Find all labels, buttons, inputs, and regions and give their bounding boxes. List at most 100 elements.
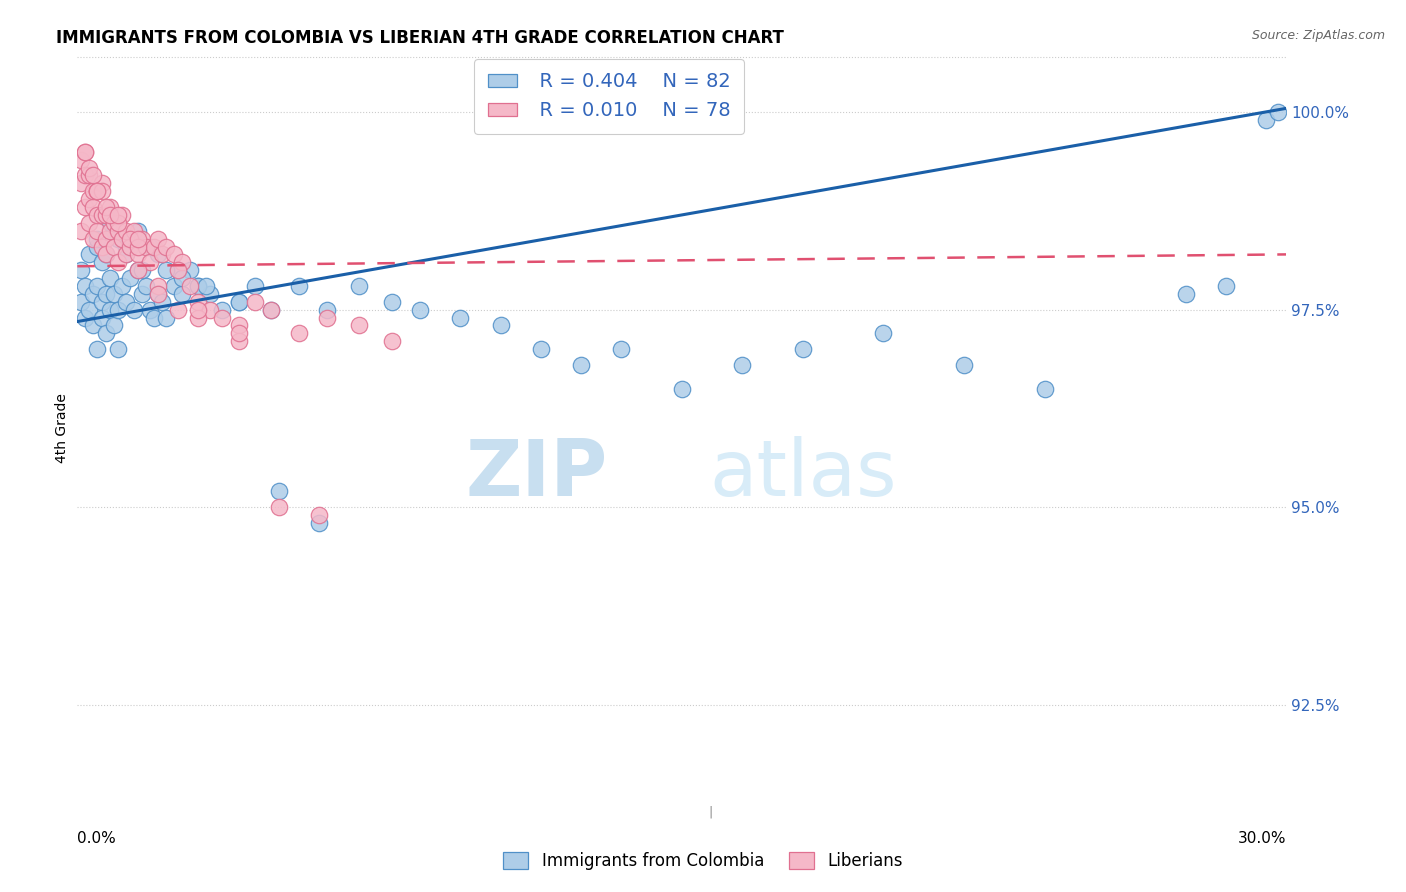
Point xyxy=(610,342,633,356)
Point xyxy=(195,279,218,293)
Point xyxy=(179,263,201,277)
Point xyxy=(146,247,169,261)
Point xyxy=(142,310,165,325)
Point xyxy=(150,247,173,261)
Point xyxy=(127,247,149,261)
Point xyxy=(381,294,404,309)
Point xyxy=(127,263,149,277)
Point xyxy=(86,184,108,198)
Point xyxy=(267,500,290,515)
Point xyxy=(94,247,117,261)
Point xyxy=(409,302,432,317)
Point xyxy=(127,263,149,277)
Point xyxy=(114,294,136,309)
Point xyxy=(167,263,190,277)
Point xyxy=(127,224,149,238)
Point xyxy=(146,286,169,301)
Point xyxy=(122,224,145,238)
Point xyxy=(228,318,250,333)
Point xyxy=(70,153,93,167)
Point xyxy=(86,184,108,198)
Point xyxy=(98,200,121,214)
Point xyxy=(86,342,108,356)
Point xyxy=(79,302,101,317)
Point xyxy=(75,145,97,159)
Point xyxy=(1267,105,1289,120)
Point xyxy=(103,318,125,333)
Point xyxy=(316,310,339,325)
Point xyxy=(122,302,145,317)
Point xyxy=(200,286,222,301)
Point xyxy=(94,208,117,222)
Point xyxy=(75,279,97,293)
Point xyxy=(70,224,93,238)
Point xyxy=(79,161,101,175)
Point xyxy=(82,184,104,198)
Point xyxy=(90,310,112,325)
Point xyxy=(530,342,553,356)
Point xyxy=(792,342,814,356)
Point xyxy=(70,294,93,309)
Point xyxy=(75,169,97,183)
Point xyxy=(70,177,93,191)
Point xyxy=(107,302,129,317)
Legend: Immigrants from Colombia, Liberians: Immigrants from Colombia, Liberians xyxy=(496,845,910,877)
Point xyxy=(163,247,186,261)
Point xyxy=(200,302,222,317)
Point xyxy=(114,224,136,238)
Point xyxy=(103,224,125,238)
Point xyxy=(75,200,97,214)
Point xyxy=(111,208,134,222)
Point xyxy=(142,239,165,253)
Point xyxy=(381,334,404,349)
Point xyxy=(155,263,177,277)
Point xyxy=(260,302,283,317)
Point xyxy=(107,208,129,222)
Point xyxy=(118,271,141,285)
Point xyxy=(111,279,134,293)
Point xyxy=(1256,113,1278,128)
Point xyxy=(111,231,134,245)
Text: |: | xyxy=(707,805,713,819)
Point xyxy=(90,239,112,253)
Point xyxy=(179,279,201,293)
Point xyxy=(131,286,153,301)
Point xyxy=(155,239,177,253)
Point xyxy=(146,279,169,293)
Point xyxy=(172,255,194,269)
Point xyxy=(70,263,93,277)
Point xyxy=(86,224,108,238)
Point xyxy=(86,231,108,245)
Point xyxy=(107,216,129,230)
Legend:   R = 0.404    N = 82,   R = 0.010    N = 78: R = 0.404 N = 82, R = 0.010 N = 78 xyxy=(474,59,744,134)
Point xyxy=(316,302,339,317)
Point xyxy=(114,239,136,253)
Point xyxy=(228,334,250,349)
Point xyxy=(86,184,108,198)
Point xyxy=(86,279,108,293)
Point xyxy=(243,294,266,309)
Point xyxy=(82,231,104,245)
Point xyxy=(94,247,117,261)
Point xyxy=(118,231,141,245)
Point xyxy=(872,326,894,341)
Point xyxy=(107,342,129,356)
Point xyxy=(75,145,97,159)
Point xyxy=(187,294,209,309)
Point xyxy=(90,177,112,191)
Point xyxy=(731,358,754,372)
Point xyxy=(187,279,209,293)
Point xyxy=(155,310,177,325)
Point xyxy=(172,286,194,301)
Point xyxy=(94,231,117,245)
Text: Source: ZipAtlas.com: Source: ZipAtlas.com xyxy=(1251,29,1385,42)
Point xyxy=(146,231,169,245)
Point xyxy=(349,318,371,333)
Point xyxy=(98,208,121,222)
Point xyxy=(127,239,149,253)
Point xyxy=(288,279,311,293)
Point xyxy=(146,286,169,301)
Point xyxy=(118,239,141,253)
Point xyxy=(79,169,101,183)
Point xyxy=(90,255,112,269)
